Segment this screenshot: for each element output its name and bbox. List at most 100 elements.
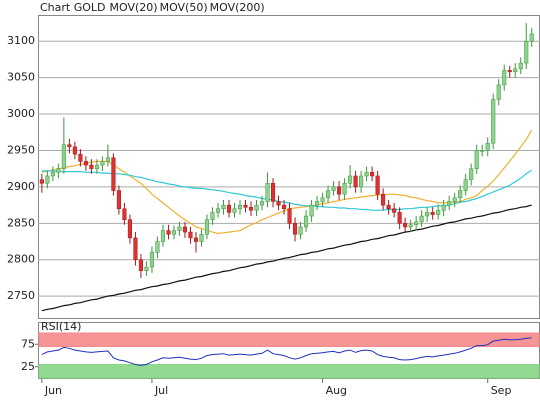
candle-body (127, 219, 132, 239)
candle-body (210, 212, 215, 220)
candle-body (116, 190, 121, 209)
candle-body (45, 175, 50, 184)
candle-body (419, 215, 424, 223)
y-tick-label: 2850 (7, 216, 35, 229)
candle-body (447, 201, 452, 206)
candle-body (265, 183, 270, 202)
candle-body (105, 157, 110, 162)
candle-body (386, 204, 391, 209)
legend-entry: MOV(50) (160, 1, 208, 14)
candle-body (370, 172, 375, 177)
candle-body (463, 179, 468, 191)
candle-body (204, 219, 210, 235)
candle-body (39, 179, 44, 184)
candle-body (441, 204, 446, 211)
candle-body (326, 190, 331, 199)
candle-body (425, 212, 430, 217)
candle-body (78, 153, 83, 162)
candle-body (171, 230, 177, 235)
candle-body (215, 208, 221, 213)
candle-body (452, 197, 457, 202)
legend-entry: MOV(20) (110, 1, 158, 14)
candle-body (276, 201, 281, 206)
candle-body (403, 223, 408, 228)
candle-body (529, 33, 534, 42)
candle-body (524, 40, 529, 64)
candle-body (122, 208, 127, 220)
candle-body (248, 207, 254, 211)
candle-body (138, 259, 143, 271)
candle-body (287, 208, 292, 224)
candle-body (232, 208, 237, 213)
candle-body (342, 183, 347, 195)
legend-entry: MOV(200) (210, 1, 265, 14)
candle-body (177, 226, 182, 231)
candle-body (337, 186, 342, 195)
candle-body (226, 204, 232, 213)
candle-body (94, 164, 99, 169)
candle-body (485, 142, 490, 151)
candle-body (199, 233, 204, 242)
overbought-band (38, 332, 540, 347)
candle-body (397, 212, 402, 224)
candle-body (61, 144, 66, 169)
candle-body (513, 68, 518, 73)
candle-body (474, 150, 479, 169)
candle-body (507, 70, 512, 73)
candle-body (430, 212, 435, 215)
candle-body (100, 161, 105, 166)
candle-body (458, 190, 463, 199)
y-tick-label: 3050 (7, 71, 35, 84)
legend-title: Chart GOLD (40, 1, 106, 14)
x-tick-label: Sep (491, 384, 512, 397)
candle-body (50, 172, 55, 177)
candle-body (414, 221, 419, 226)
y-tick-label: 75 (21, 337, 35, 350)
candle-body (518, 62, 523, 70)
candle-body (496, 84, 501, 100)
candle-body (348, 175, 353, 184)
candle-body (83, 161, 88, 166)
candle-body (309, 204, 314, 217)
x-tick-label: Jun (44, 384, 62, 397)
candle-body (469, 168, 474, 180)
candle-body (56, 168, 61, 173)
candle-body (160, 230, 165, 242)
x-tick-label: Jul (154, 384, 168, 397)
y-tick-label: 2800 (7, 253, 35, 266)
y-tick-label: 3100 (7, 34, 35, 47)
candle-body (155, 241, 160, 253)
candle-body (259, 201, 265, 206)
y-tick-label: 2950 (7, 143, 35, 156)
y-tick-label: 2750 (7, 289, 35, 302)
candle-body (491, 99, 496, 144)
candle-body (381, 193, 386, 206)
oversold-band (38, 364, 540, 379)
candle-body (364, 172, 369, 177)
candle-body (298, 226, 303, 235)
candle-body (243, 204, 248, 208)
legend: Chart GOLD MOV(20) MOV(50) MOV(200) (40, 1, 265, 14)
candle-body (89, 164, 94, 169)
candle-body (359, 175, 364, 188)
candle-body (133, 237, 138, 260)
candle-body (188, 231, 193, 239)
candle-body (254, 204, 259, 211)
candle-body (281, 204, 287, 209)
candle-body (182, 226, 188, 233)
rsi-title: RSI(14) (41, 320, 81, 333)
rsi-line (41, 337, 532, 366)
y-tick-label: 2900 (7, 180, 35, 193)
candle-body (193, 237, 199, 242)
candle-body (315, 201, 320, 206)
candle-body (293, 223, 298, 235)
candle-body (67, 144, 72, 148)
candle-body (166, 230, 171, 235)
candle-body (237, 204, 243, 209)
moving-average (41, 204, 532, 312)
candle-body (331, 186, 336, 191)
candle-body (392, 208, 397, 213)
y-tick-label: 3000 (7, 107, 35, 120)
y-tick-label: 25 (21, 360, 35, 373)
